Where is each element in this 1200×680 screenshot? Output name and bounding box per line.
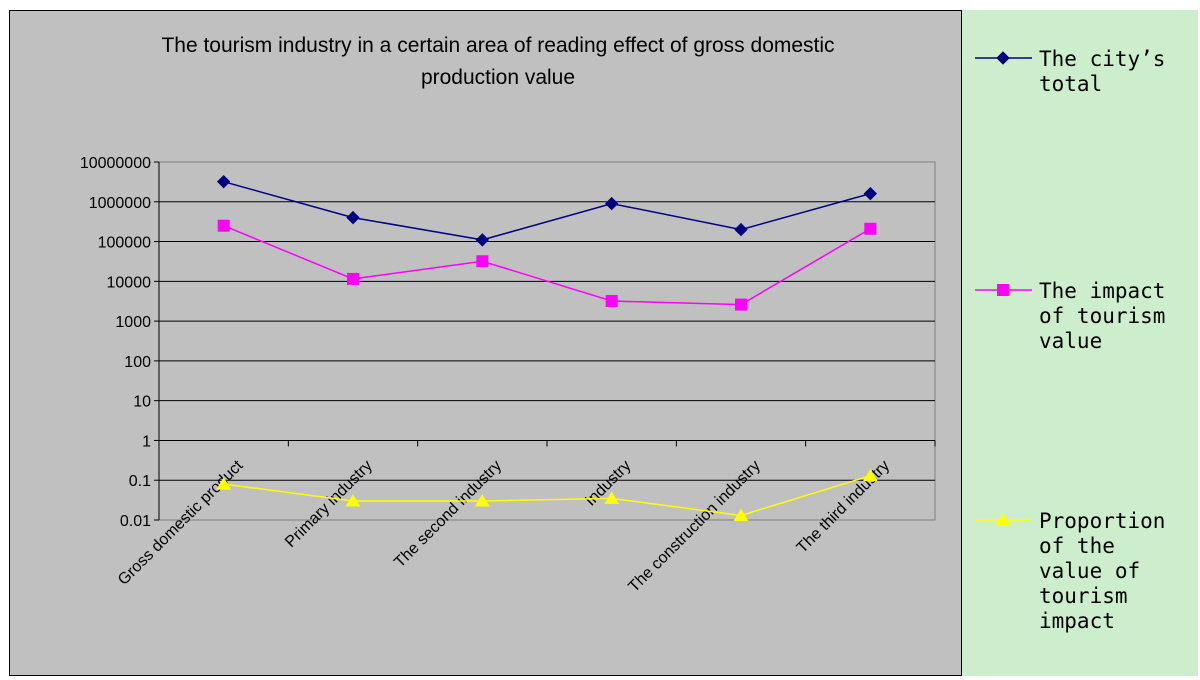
legend-label: of tourism: [1039, 304, 1165, 328]
data-point-triangle: [733, 508, 749, 521]
legend-label: total: [1039, 72, 1102, 96]
data-point-diamond: [475, 233, 490, 247]
data-point-triangle: [474, 494, 490, 507]
legend-label: of the: [1039, 534, 1115, 558]
data-point-square: [997, 284, 1009, 296]
data-point-triangle: [216, 477, 232, 490]
y-tick-label: 0.1: [129, 473, 151, 490]
data-point-diamond: [863, 186, 878, 201]
y-tick-label: 10000000: [80, 155, 151, 172]
data-point-square: [735, 298, 747, 311]
data-point-square: [347, 272, 359, 285]
y-tick-label: 100000: [98, 235, 151, 252]
series-line: [223, 474, 871, 517]
data-point-diamond: [346, 210, 360, 225]
data-point-square: [864, 222, 877, 235]
legend-panel: [961, 10, 1198, 676]
data-point-diamond: [734, 222, 748, 237]
legend-label: The impact: [1039, 279, 1165, 303]
legend-label: value of: [1039, 559, 1140, 583]
series-line: [223, 180, 871, 241]
series-1: [216, 174, 878, 247]
y-tick-label: 10000: [107, 274, 152, 291]
data-point-diamond: [216, 174, 231, 189]
y-tick-label: 1: [142, 433, 151, 450]
series: [216, 174, 878, 521]
chart-title-line-2: production value: [421, 66, 575, 89]
series-2: [217, 219, 877, 311]
legend-label: value: [1039, 329, 1102, 353]
legend-label: Proportion: [1039, 509, 1165, 533]
y-tick-label: 1000: [115, 314, 151, 331]
legend-label: The city’s: [1039, 47, 1165, 71]
data-point-triangle: [995, 513, 1011, 526]
data-point-square: [605, 295, 618, 308]
y-tick-label: 100: [124, 354, 151, 371]
y-tick-label: 1000000: [89, 195, 151, 212]
data-point-diamond: [604, 196, 619, 211]
plot-area: [158, 161, 936, 521]
y-tick-label: 0.01: [120, 513, 151, 530]
legend-label: impact: [1039, 609, 1115, 633]
chart-title-line-1: The tourism industry in a certain area o…: [161, 34, 834, 57]
data-point-triangle: [604, 491, 620, 504]
data-point-triangle: [345, 494, 361, 507]
series-line: [223, 225, 871, 306]
data-point-square: [476, 255, 489, 268]
data-point-square: [217, 219, 230, 232]
series-3: [216, 468, 878, 521]
legend-label: tourism: [1039, 584, 1128, 608]
y-axis-ticks: 10000000 1000000 100000 10000 1000 100 10 1 0.1 0…: [80, 155, 160, 530]
y-tick-label: 10: [133, 394, 151, 411]
x-axis: [158, 439, 936, 447]
data-point-diamond: [996, 51, 1010, 65]
data-point-triangle: [862, 468, 878, 482]
